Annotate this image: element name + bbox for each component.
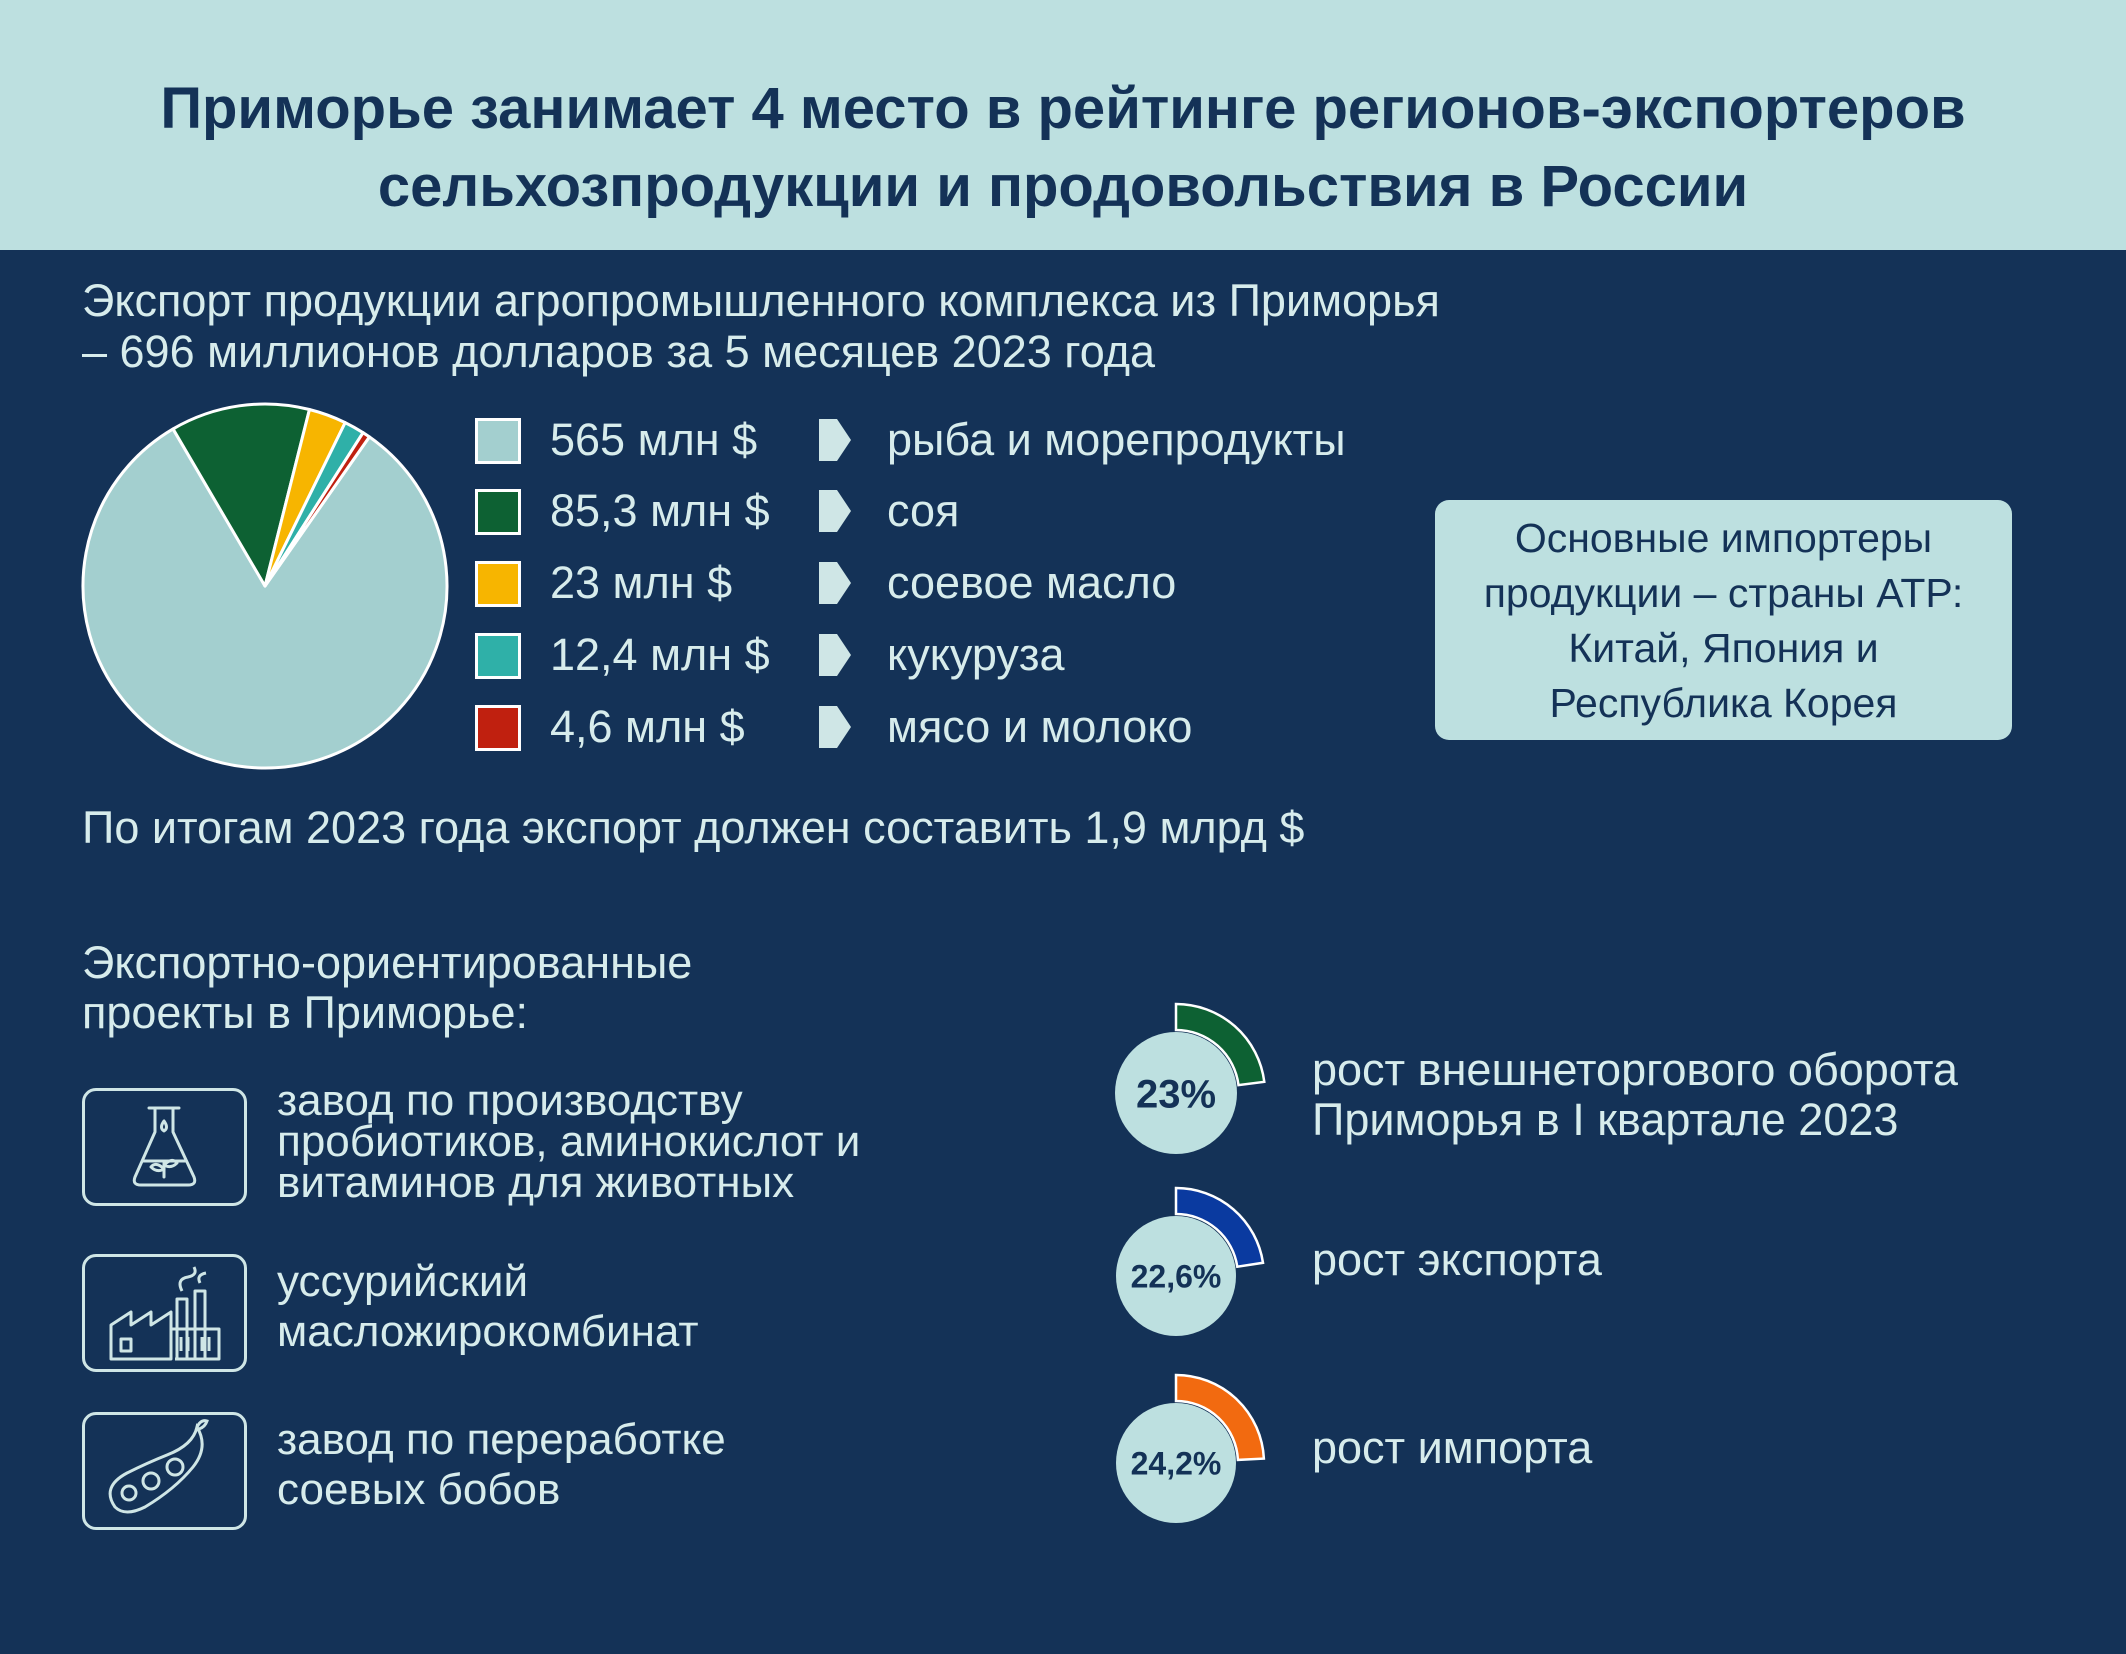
legend-label-2: соя [887, 485, 960, 536]
pie-slice-1 [81, 427, 449, 770]
subtitle-line-2: – 696 миллионов долларов за 5 месяцев 20… [82, 326, 1156, 377]
stat-arc-3 [1174, 1373, 1266, 1462]
legend-arrow-icon [819, 706, 851, 748]
stat-circle-2 [1116, 1216, 1236, 1336]
legend-swatch-4 [475, 633, 521, 679]
legend-value-4: 12,4 млн $ [550, 629, 770, 680]
pie-slice-5 [263, 431, 371, 588]
factory-icon [109, 1266, 221, 1361]
projects-title-line-1: Экспортно-ориентированные [82, 937, 693, 988]
projects-title: Экспортно-ориентированные проекты в Прим… [82, 938, 982, 1038]
stat-arc-1 [1174, 1002, 1266, 1087]
flask-icon [132, 1106, 197, 1187]
title-line-1: Приморье занимает 4 место в рейтинге рег… [160, 76, 1966, 141]
project-text-1: завод по производству пробиотиков, амино… [277, 1076, 861, 1207]
legend-swatch-5 [475, 705, 521, 751]
legend-label-3: соевое масло [887, 557, 1177, 608]
stat-1-line-1: рост внешнеторгового оборота [1312, 1044, 1958, 1095]
importers-line-1: Основные импортеры [1514, 515, 1933, 561]
legend-value-3: 23 млн $ [550, 557, 733, 608]
legend-label-5: мясо и молоко [887, 701, 1193, 752]
stat-label-2: рост экспорта [1312, 1235, 1602, 1285]
project-2-line-1: уссурийский [277, 1257, 529, 1306]
stat-label-3: рост импорта [1312, 1423, 1592, 1473]
export-pie-chart [81, 402, 449, 770]
stat-value-3: 24,2% [1131, 1446, 1222, 1482]
project-icon-box-3 [82, 1412, 247, 1530]
page-title: Приморье занимает 4 место в рейтинге рег… [0, 70, 2126, 226]
stat-value-2: 22,6% [1131, 1259, 1222, 1295]
project-1-line-2: пробиотиков, аминокислот и [277, 1117, 861, 1166]
legend-swatch-2 [475, 489, 521, 535]
stat-label-1: рост внешнеторгового оборота Приморья в … [1312, 1045, 1958, 1145]
legend-label-4: кукуруза [887, 629, 1065, 680]
soybean-icon [108, 1419, 209, 1514]
project-1-line-3: витаминов для животных [277, 1158, 795, 1207]
legend-value-1: 565 млн $ [550, 414, 758, 465]
project-1-line-1: завод по производству [277, 1076, 743, 1125]
project-3-line-2: соевых бобов [277, 1465, 561, 1514]
stat-2-line-1: рост экспорта [1312, 1234, 1602, 1285]
growth-stats-graphics: 23% 22,6% 24,2% [1115, 1002, 1266, 1523]
export-subtitle: Экспорт продукции агропромышленного комп… [82, 275, 1782, 377]
stat-arc-2 [1174, 1186, 1265, 1269]
stat-circle-1 [1115, 1032, 1237, 1154]
importers-line-3: Китай, Япония и [1568, 625, 1879, 671]
pie-slices [81, 402, 449, 770]
legend-arrow-icon [819, 634, 851, 676]
stat-circle-3 [1116, 1403, 1236, 1523]
project-text-3: завод по переработке соевых бобов [277, 1415, 726, 1515]
legend-arrow-icon [819, 490, 851, 532]
legend-label-1: рыба и морепродукты [887, 414, 1346, 465]
project-icon-box-2 [82, 1254, 247, 1372]
legend-swatch-1 [475, 418, 521, 464]
project-2-line-2: масложирокомбинат [277, 1307, 699, 1356]
title-line-2: сельхозпродукции и продовольствия в Росс… [377, 154, 1749, 219]
project-icon-box-1 [82, 1088, 247, 1206]
project-text-2: уссурийский масложирокомбинат [277, 1257, 699, 1357]
forecast-text: По итогам 2023 года экспорт должен соста… [82, 802, 1305, 853]
stat-1-line-2: Приморья в I квартале 2023 [1312, 1094, 1899, 1145]
subtitle-line-1: Экспорт продукции агропромышленного комп… [82, 275, 1440, 326]
stat-value-1: 23% [1136, 1072, 1216, 1116]
legend-arrow-icon [819, 562, 851, 604]
header-banner: Приморье занимает 4 место в рейтинге рег… [0, 0, 2126, 250]
legend-swatch-3 [475, 561, 521, 607]
importers-line-2: продукции – страны АТР: [1483, 570, 1964, 616]
importers-line-4: Республика Корея [1549, 680, 1898, 726]
stat-3-line-1: рост импорта [1312, 1422, 1593, 1473]
legend-value-5: 4,6 млн $ [550, 701, 745, 752]
project-3-line-1: завод по переработке [277, 1415, 726, 1464]
projects-title-line-2: проекты в Приморье: [82, 987, 528, 1038]
legend-value-2: 85,3 млн $ [550, 485, 770, 536]
importers-box: Основные импортеры продукции – страны АТ… [1435, 500, 2012, 740]
legend-arrow-icon [819, 419, 851, 461]
